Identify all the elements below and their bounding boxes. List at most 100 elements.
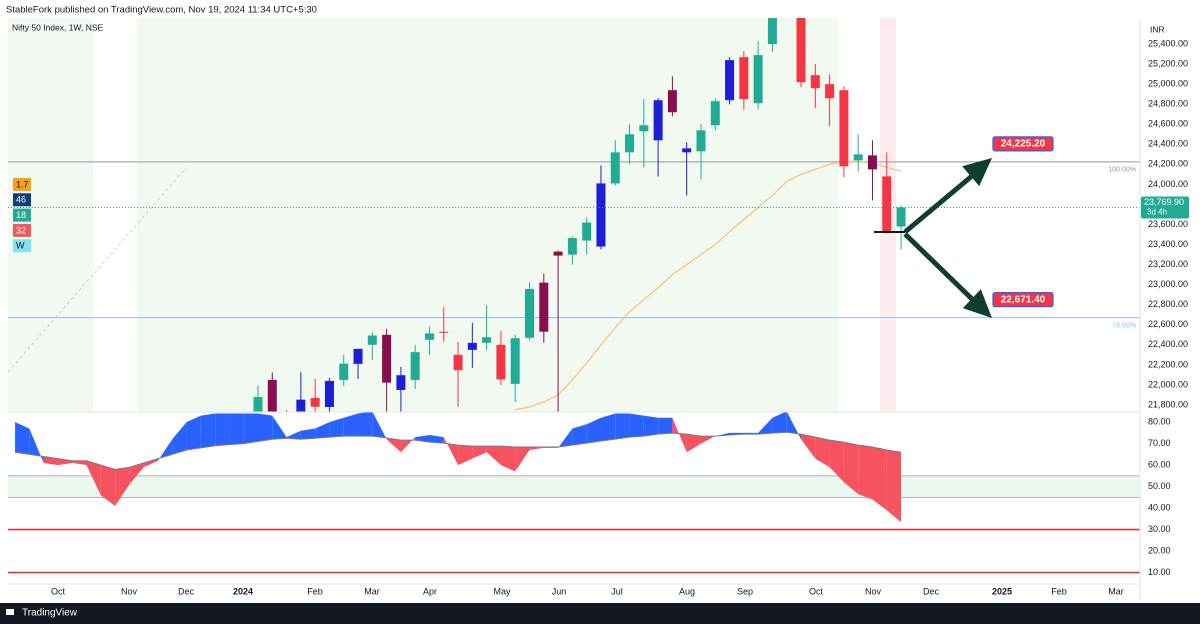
cloud-segment — [772, 412, 787, 434]
last-price-label: 23,769.90 — [1144, 197, 1184, 207]
cloud-segment — [843, 442, 859, 495]
cloud-segment — [86, 460, 101, 496]
arrow-shaft — [903, 232, 974, 301]
cloud-segment — [286, 430, 301, 440]
annotations: 100.00% 24,225.20 78.60% 22,671.40 — [874, 136, 1136, 329]
signal-line — [14, 431, 902, 470]
cloud-segment — [872, 447, 887, 511]
level-label: 24,225.20 — [1001, 138, 1046, 149]
level-label-box — [992, 292, 1054, 308]
level-ratio: 100.00% — [1108, 167, 1136, 174]
y-tick-label: 24,800.00 — [1148, 99, 1188, 109]
y-tick-label: 80.00 — [1148, 416, 1171, 426]
candle-body — [310, 397, 320, 407]
legend-swatch — [13, 208, 31, 222]
candle-body — [739, 57, 749, 100]
y-tick-label: 30.00 — [1148, 524, 1171, 534]
candle-body — [367, 335, 377, 345]
y-tick-label: 23,600.00 — [1148, 219, 1188, 229]
main-pane — [8, 18, 1140, 412]
candle-body — [882, 176, 892, 232]
y-tick-label: 40.00 — [1148, 502, 1171, 512]
cloud-segment — [700, 436, 716, 444]
cloud-segment — [229, 413, 244, 445]
y-tick-label: 24,200.00 — [1148, 159, 1188, 169]
candle-body — [796, 18, 806, 83]
y-tick-label: 23,400.00 — [1148, 239, 1188, 249]
logo — [6, 609, 14, 615]
cloud-segment — [215, 413, 230, 446]
candle-body — [553, 251, 563, 256]
y-tick-label: 22,200.00 — [1148, 359, 1188, 369]
y-tick-label: 22,000.00 — [1148, 379, 1188, 389]
y-tick-label: 25,400.00 — [1148, 38, 1188, 48]
cloud-segment — [515, 447, 530, 472]
arrow-shaft — [903, 174, 974, 234]
x-tick-label: Nov — [121, 586, 138, 596]
candle-body — [610, 152, 620, 184]
y-tick-label: 21,800.00 — [1148, 399, 1188, 409]
x-tick-label: 2024 — [233, 586, 253, 596]
legend-label: 18 — [16, 210, 26, 220]
cloud-segment — [400, 437, 416, 453]
y-tick-label: 22,800.00 — [1148, 299, 1188, 309]
cloud-segment — [372, 412, 387, 440]
cloud-segment — [672, 417, 687, 453]
band-fill — [8, 475, 1140, 498]
arrow-head — [962, 158, 992, 187]
cloud-segment — [629, 413, 644, 438]
cloud-segment — [72, 460, 87, 466]
y-tick-label: 10.00 — [1148, 567, 1171, 577]
cloud-segment — [858, 445, 873, 500]
legend-label: 1.7 — [16, 179, 29, 189]
candle-body — [667, 90, 677, 113]
candle-body — [839, 90, 849, 167]
candle-body — [725, 60, 735, 101]
x-tick-label: Feb — [1051, 586, 1067, 596]
candle-body — [253, 396, 263, 412]
x-tick-label: Feb — [307, 586, 323, 596]
candle-body — [896, 207, 906, 227]
candle-body — [710, 101, 720, 126]
candle-body — [424, 333, 434, 340]
candle-body — [582, 222, 592, 241]
y-tick-label: 22,400.00 — [1148, 339, 1188, 349]
cloud-segment — [586, 417, 601, 444]
candle-body — [625, 134, 635, 153]
candle-body — [682, 148, 692, 153]
cloud-segment — [715, 432, 730, 437]
candle-body — [339, 363, 349, 380]
candle-body — [453, 354, 463, 371]
last-price-box — [1141, 196, 1189, 219]
candle-body — [696, 130, 706, 152]
cloud-segment — [429, 435, 444, 444]
cloud-segment — [558, 428, 573, 448]
arrow-head — [962, 289, 992, 318]
y-tick-label: 24,400.00 — [1148, 139, 1188, 149]
candle-body — [482, 337, 492, 343]
candle-body — [324, 380, 334, 407]
cloud-segment — [315, 422, 330, 439]
cloud-segment — [43, 456, 58, 466]
axes: Nifty 50 Index, 1W, NSE INR 21,800.00 22,… — [12, 22, 1189, 596]
candle-body — [853, 154, 863, 161]
footer: TradingView — [0, 603, 1200, 624]
candle-body — [525, 288, 535, 338]
footer-text: TradingView — [22, 608, 78, 619]
cloud-segment — [486, 446, 501, 466]
level-label-box — [992, 136, 1054, 152]
y-tick-label: 23,000.00 — [1148, 279, 1188, 289]
candle-body — [825, 84, 835, 99]
legend-swatch — [13, 223, 31, 237]
indicator-pane — [8, 412, 1140, 574]
cloud-segment — [658, 417, 673, 435]
cloud-segment — [643, 415, 659, 437]
candle-body — [539, 282, 549, 332]
cloud-segment — [600, 413, 616, 442]
y-tick-label: 24,000.00 — [1148, 179, 1188, 189]
legend-label: W — [16, 241, 25, 251]
x-tick-label: Aug — [679, 586, 695, 596]
x-tick-label: Mar — [1108, 586, 1124, 596]
cloud-segment — [329, 417, 344, 438]
